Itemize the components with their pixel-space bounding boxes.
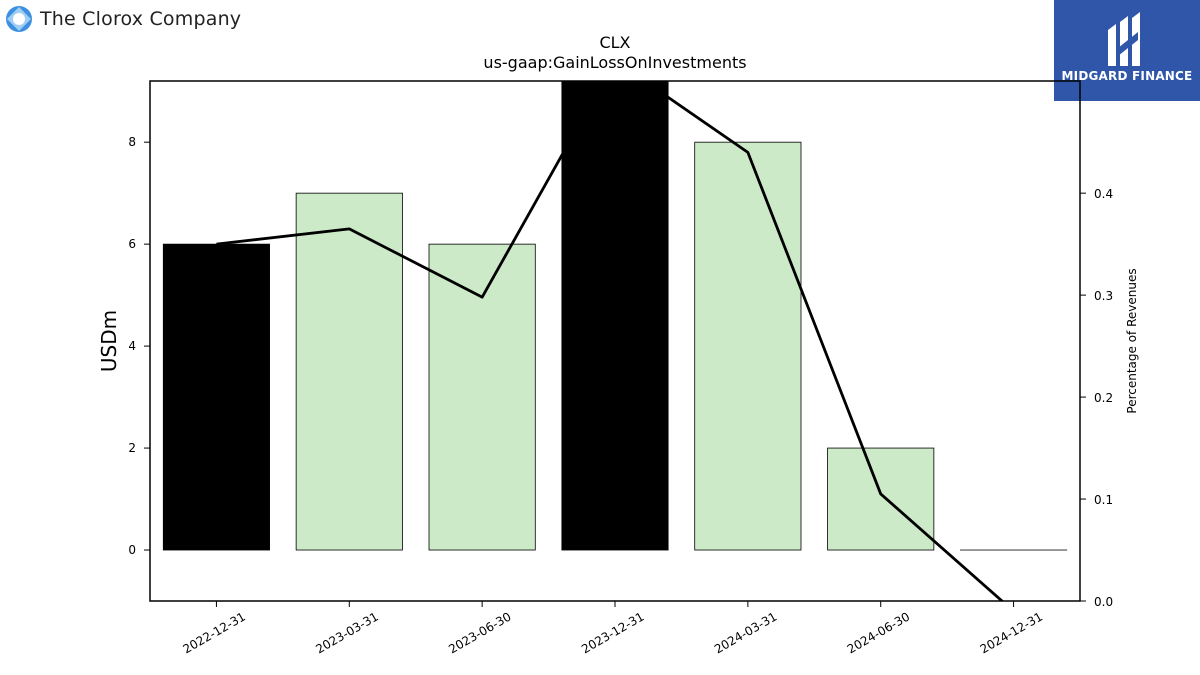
y-tick-label: 2	[128, 441, 136, 455]
bar-2023-12-31	[561, 81, 669, 551]
y-axis-right: 0.0 0.1 0.2 0.3 0.4	[1080, 187, 1113, 609]
revenue-percentage-line	[216, 81, 1005, 601]
bar-2023-03-31	[295, 192, 403, 551]
chart-subtitle: us-gaap:GainLossOnInvestments	[483, 53, 746, 72]
midgard-logo-icon	[1108, 12, 1140, 66]
brand-logo: MIDGARD FINANCE	[1054, 0, 1200, 101]
company-header: The Clorox Company	[4, 4, 241, 34]
brand-name: MIDGARD FINANCE	[1061, 69, 1193, 83]
bar-2023-06-30	[428, 243, 536, 551]
x-tick-label: 2023-12-31	[579, 609, 646, 656]
y2-axis-label: Percentage of Revenues	[1125, 268, 1139, 413]
y-tick-label: 8	[128, 135, 136, 149]
y2-tick-label: 0.2	[1094, 391, 1113, 405]
bar-2024-03-31	[694, 141, 802, 551]
x-tick-label: 2024-06-30	[845, 609, 912, 656]
clorox-logo-icon	[6, 6, 32, 32]
bar-series	[162, 81, 1068, 551]
y-tick-label: 0	[128, 543, 136, 557]
y2-tick-label: 0.0	[1094, 595, 1113, 609]
y2-tick-label: 0.1	[1094, 493, 1113, 507]
y-tick-label: 4	[128, 339, 136, 353]
chart-title: CLX	[599, 33, 630, 52]
x-tick-label: 2023-03-31	[313, 609, 380, 656]
line-series-group	[216, 81, 1005, 601]
y2-tick-label: 0.4	[1094, 187, 1113, 201]
y2-tick-label: 0.3	[1094, 289, 1113, 303]
y-axis-label: USDm	[97, 310, 121, 372]
x-tick-label: 2022-12-31	[181, 609, 248, 656]
x-tick-label: 2024-03-31	[712, 609, 779, 656]
bar-2024-06-30	[827, 447, 935, 551]
x-tick-label: 2024-12-31	[978, 609, 1045, 656]
bar-2022-12-31	[162, 243, 270, 551]
x-tick-label: 2023-06-30	[446, 609, 513, 656]
y-axis-left: 0 2 4 6 8	[128, 135, 150, 557]
y-tick-label: 6	[128, 237, 136, 251]
x-axis: 2022-12-31 2023-03-31 2023-06-30 2023-12-31…	[181, 601, 1045, 656]
company-name: The Clorox Company	[40, 8, 242, 30]
